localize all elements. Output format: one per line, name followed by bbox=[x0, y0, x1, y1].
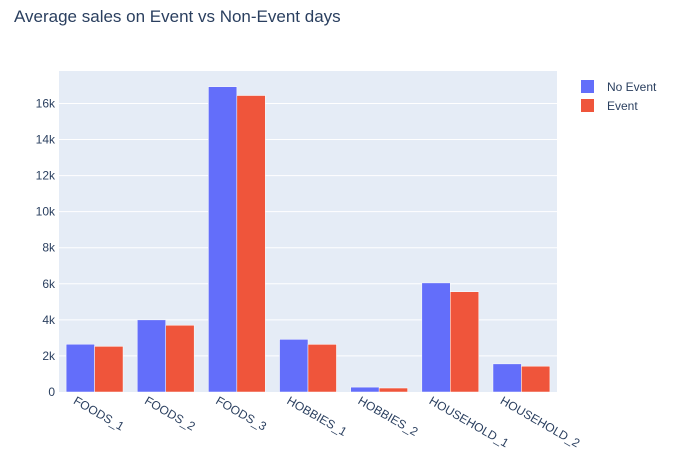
y-tick-label: 4k bbox=[42, 313, 56, 327]
legend-swatch[interactable] bbox=[581, 99, 594, 112]
x-tick-label: HOUSEHOLD_1 bbox=[427, 393, 512, 450]
bar-no-event-household_1[interactable] bbox=[421, 282, 451, 393]
legend[interactable]: No Event Event bbox=[581, 80, 657, 113]
bar-event-hobbies_1[interactable] bbox=[307, 344, 337, 393]
bar-event-hobbies_2[interactable] bbox=[378, 387, 408, 393]
x-tick-label: FOODS_1 bbox=[71, 393, 127, 433]
bar-no-event-foods_2[interactable] bbox=[137, 319, 166, 393]
bar-no-event-hobbies_2[interactable] bbox=[350, 386, 380, 393]
bar-event-foods_1[interactable] bbox=[94, 346, 124, 393]
legend-label[interactable]: No Event bbox=[607, 80, 657, 94]
bar-event-household_2[interactable] bbox=[521, 365, 551, 393]
chart-title: Average sales on Event vs Non-Event days bbox=[14, 7, 341, 26]
bars bbox=[65, 86, 551, 393]
y-tick-label: 0 bbox=[48, 385, 55, 399]
x-tick-label: HOUSEHOLD_2 bbox=[498, 393, 583, 450]
y-tick-label: 12k bbox=[36, 169, 56, 183]
bar-event-foods_3[interactable] bbox=[236, 95, 266, 393]
bar-no-event-foods_1[interactable] bbox=[65, 343, 95, 393]
legend-label[interactable]: Event bbox=[607, 99, 638, 113]
y-axis-ticks: 0 2k 4k 6k 8k 10k 12k 14k 16k bbox=[36, 96, 56, 399]
y-tick-label: 8k bbox=[42, 241, 56, 255]
x-axis-ticks: FOODS_1 FOODS_2 FOODS_3 HOBBIES_1 HOBBIES_2 H… bbox=[71, 393, 583, 450]
x-tick-label: FOODS_3 bbox=[213, 393, 269, 433]
bar-event-foods_2[interactable] bbox=[165, 325, 195, 393]
x-tick-label: FOODS_2 bbox=[142, 393, 198, 433]
x-tick-label: HOBBIES_2 bbox=[356, 393, 421, 439]
bar-no-event-foods_3[interactable] bbox=[208, 86, 238, 393]
y-tick-label: 10k bbox=[36, 205, 56, 219]
x-tick-label: HOBBIES_1 bbox=[285, 393, 350, 439]
y-tick-label: 14k bbox=[36, 133, 56, 147]
y-tick-label: 2k bbox=[42, 349, 56, 363]
y-tick-label: 6k bbox=[42, 277, 56, 291]
bar-no-event-hobbies_1[interactable] bbox=[279, 339, 309, 393]
y-tick-label: 16k bbox=[36, 96, 56, 110]
bar-no-event-household_2[interactable] bbox=[492, 363, 522, 393]
bar-event-household_1[interactable] bbox=[450, 291, 479, 393]
legend-swatch[interactable] bbox=[581, 80, 594, 93]
